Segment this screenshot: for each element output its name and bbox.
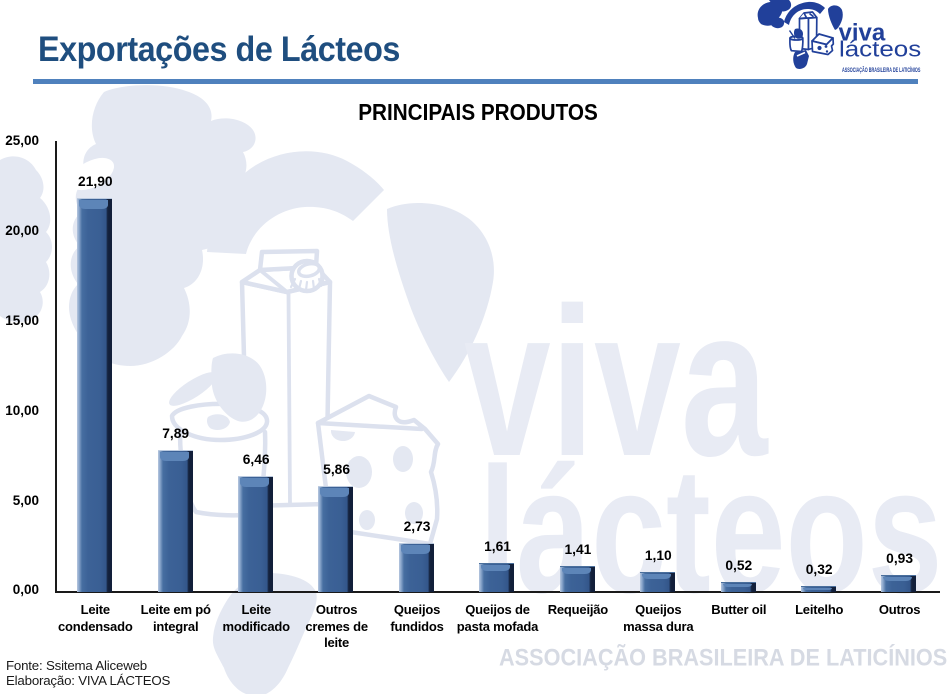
svg-text:viva: viva (839, 20, 886, 47)
svg-text:ASSOCIAÇÃO BRASILEIRA DE LATIC: ASSOCIAÇÃO BRASILEIRA DE LATICÍNIOS (499, 644, 947, 671)
svg-text:lácteos: lácteos (839, 37, 921, 62)
svg-text:viva: viva (464, 265, 769, 501)
svg-text:lácteos: lácteos (479, 430, 943, 630)
svg-text:ASSOCIAÇÃO BRASILEIRA DE LATIC: ASSOCIAÇÃO BRASILEIRA DE LATICÍNIOS (842, 65, 921, 75)
